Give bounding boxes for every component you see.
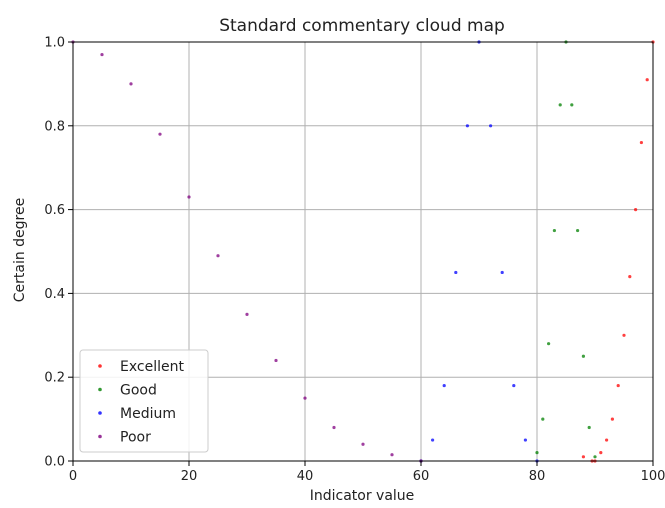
point-good: [541, 417, 545, 421]
y-axis-label: Certain degree: [12, 198, 28, 303]
point-poor: [390, 453, 394, 457]
point-poor: [361, 442, 365, 446]
point-excellent: [628, 275, 632, 279]
point-medium: [431, 438, 435, 442]
point-medium: [454, 270, 458, 275]
legend-label: Good: [120, 383, 157, 399]
point-medium: [523, 438, 528, 442]
point-medium: [489, 124, 493, 128]
plot-frame: [72, 41, 654, 462]
point-excellent: [622, 333, 626, 337]
chart-title: Standard commentary cloud map: [219, 16, 505, 36]
legend-marker-good: [98, 387, 102, 392]
x-tick-label: 40: [297, 469, 314, 484]
point-medium: [442, 383, 446, 388]
point-poor: [187, 195, 191, 199]
y-tick-label: 0.2: [44, 371, 65, 386]
point-good: [593, 455, 597, 459]
point-poor: [216, 254, 220, 258]
legend-label: Poor: [120, 430, 151, 446]
legend-marker-medium: [98, 411, 102, 415]
point-good: [576, 228, 580, 233]
x-tick-label: 80: [529, 469, 546, 484]
legend: Excellent Good Medium Poor: [79, 349, 209, 453]
point-medium: [512, 383, 516, 388]
point-good: [581, 354, 586, 358]
y-tick-label: 0.8: [44, 119, 65, 134]
point-poor: [158, 132, 162, 136]
point-poor: [332, 425, 336, 430]
point-good: [547, 342, 551, 346]
point-excellent: [599, 451, 603, 455]
point-good: [552, 228, 557, 233]
point-excellent: [616, 383, 620, 388]
point-excellent: [610, 417, 615, 421]
x-tick-label: 0: [69, 469, 77, 484]
x-tick-label: 100: [641, 469, 665, 484]
x-tick-label: 20: [181, 469, 198, 484]
y-tick-label: 0.4: [44, 287, 65, 302]
point-good: [535, 451, 539, 455]
point-medium: [465, 124, 469, 128]
point-good: [558, 103, 562, 107]
point-poor: [129, 82, 133, 86]
x-axis-label: Indicator value: [310, 488, 415, 504]
point-poor: [274, 358, 278, 363]
point-poor: [303, 396, 307, 400]
point-medium: [500, 270, 504, 275]
point-excellent: [581, 455, 586, 459]
point-excellent: [645, 78, 649, 82]
legend-box: [79, 349, 209, 453]
point-good: [587, 425, 591, 430]
axis-ticks: 0 20 40 60 80 100 0.0 0.2 0.4 0.6 0.8 1.0: [44, 36, 665, 485]
point-good: [570, 103, 574, 107]
x-tick-label: 60: [413, 469, 430, 484]
legend-marker-poor: [98, 434, 102, 439]
y-tick-label: 1.0: [44, 36, 65, 51]
point-excellent: [605, 438, 609, 442]
y-tick-label: 0.0: [44, 455, 65, 470]
point-excellent: [639, 140, 644, 145]
y-tick-label: 0.6: [44, 203, 65, 218]
legend-marker-excellent: [98, 364, 102, 368]
legend-label: Excellent: [120, 359, 184, 375]
legend-label: Medium: [120, 406, 176, 422]
point-excellent: [634, 208, 638, 212]
point-poor: [245, 312, 249, 316]
point-poor: [100, 52, 104, 57]
